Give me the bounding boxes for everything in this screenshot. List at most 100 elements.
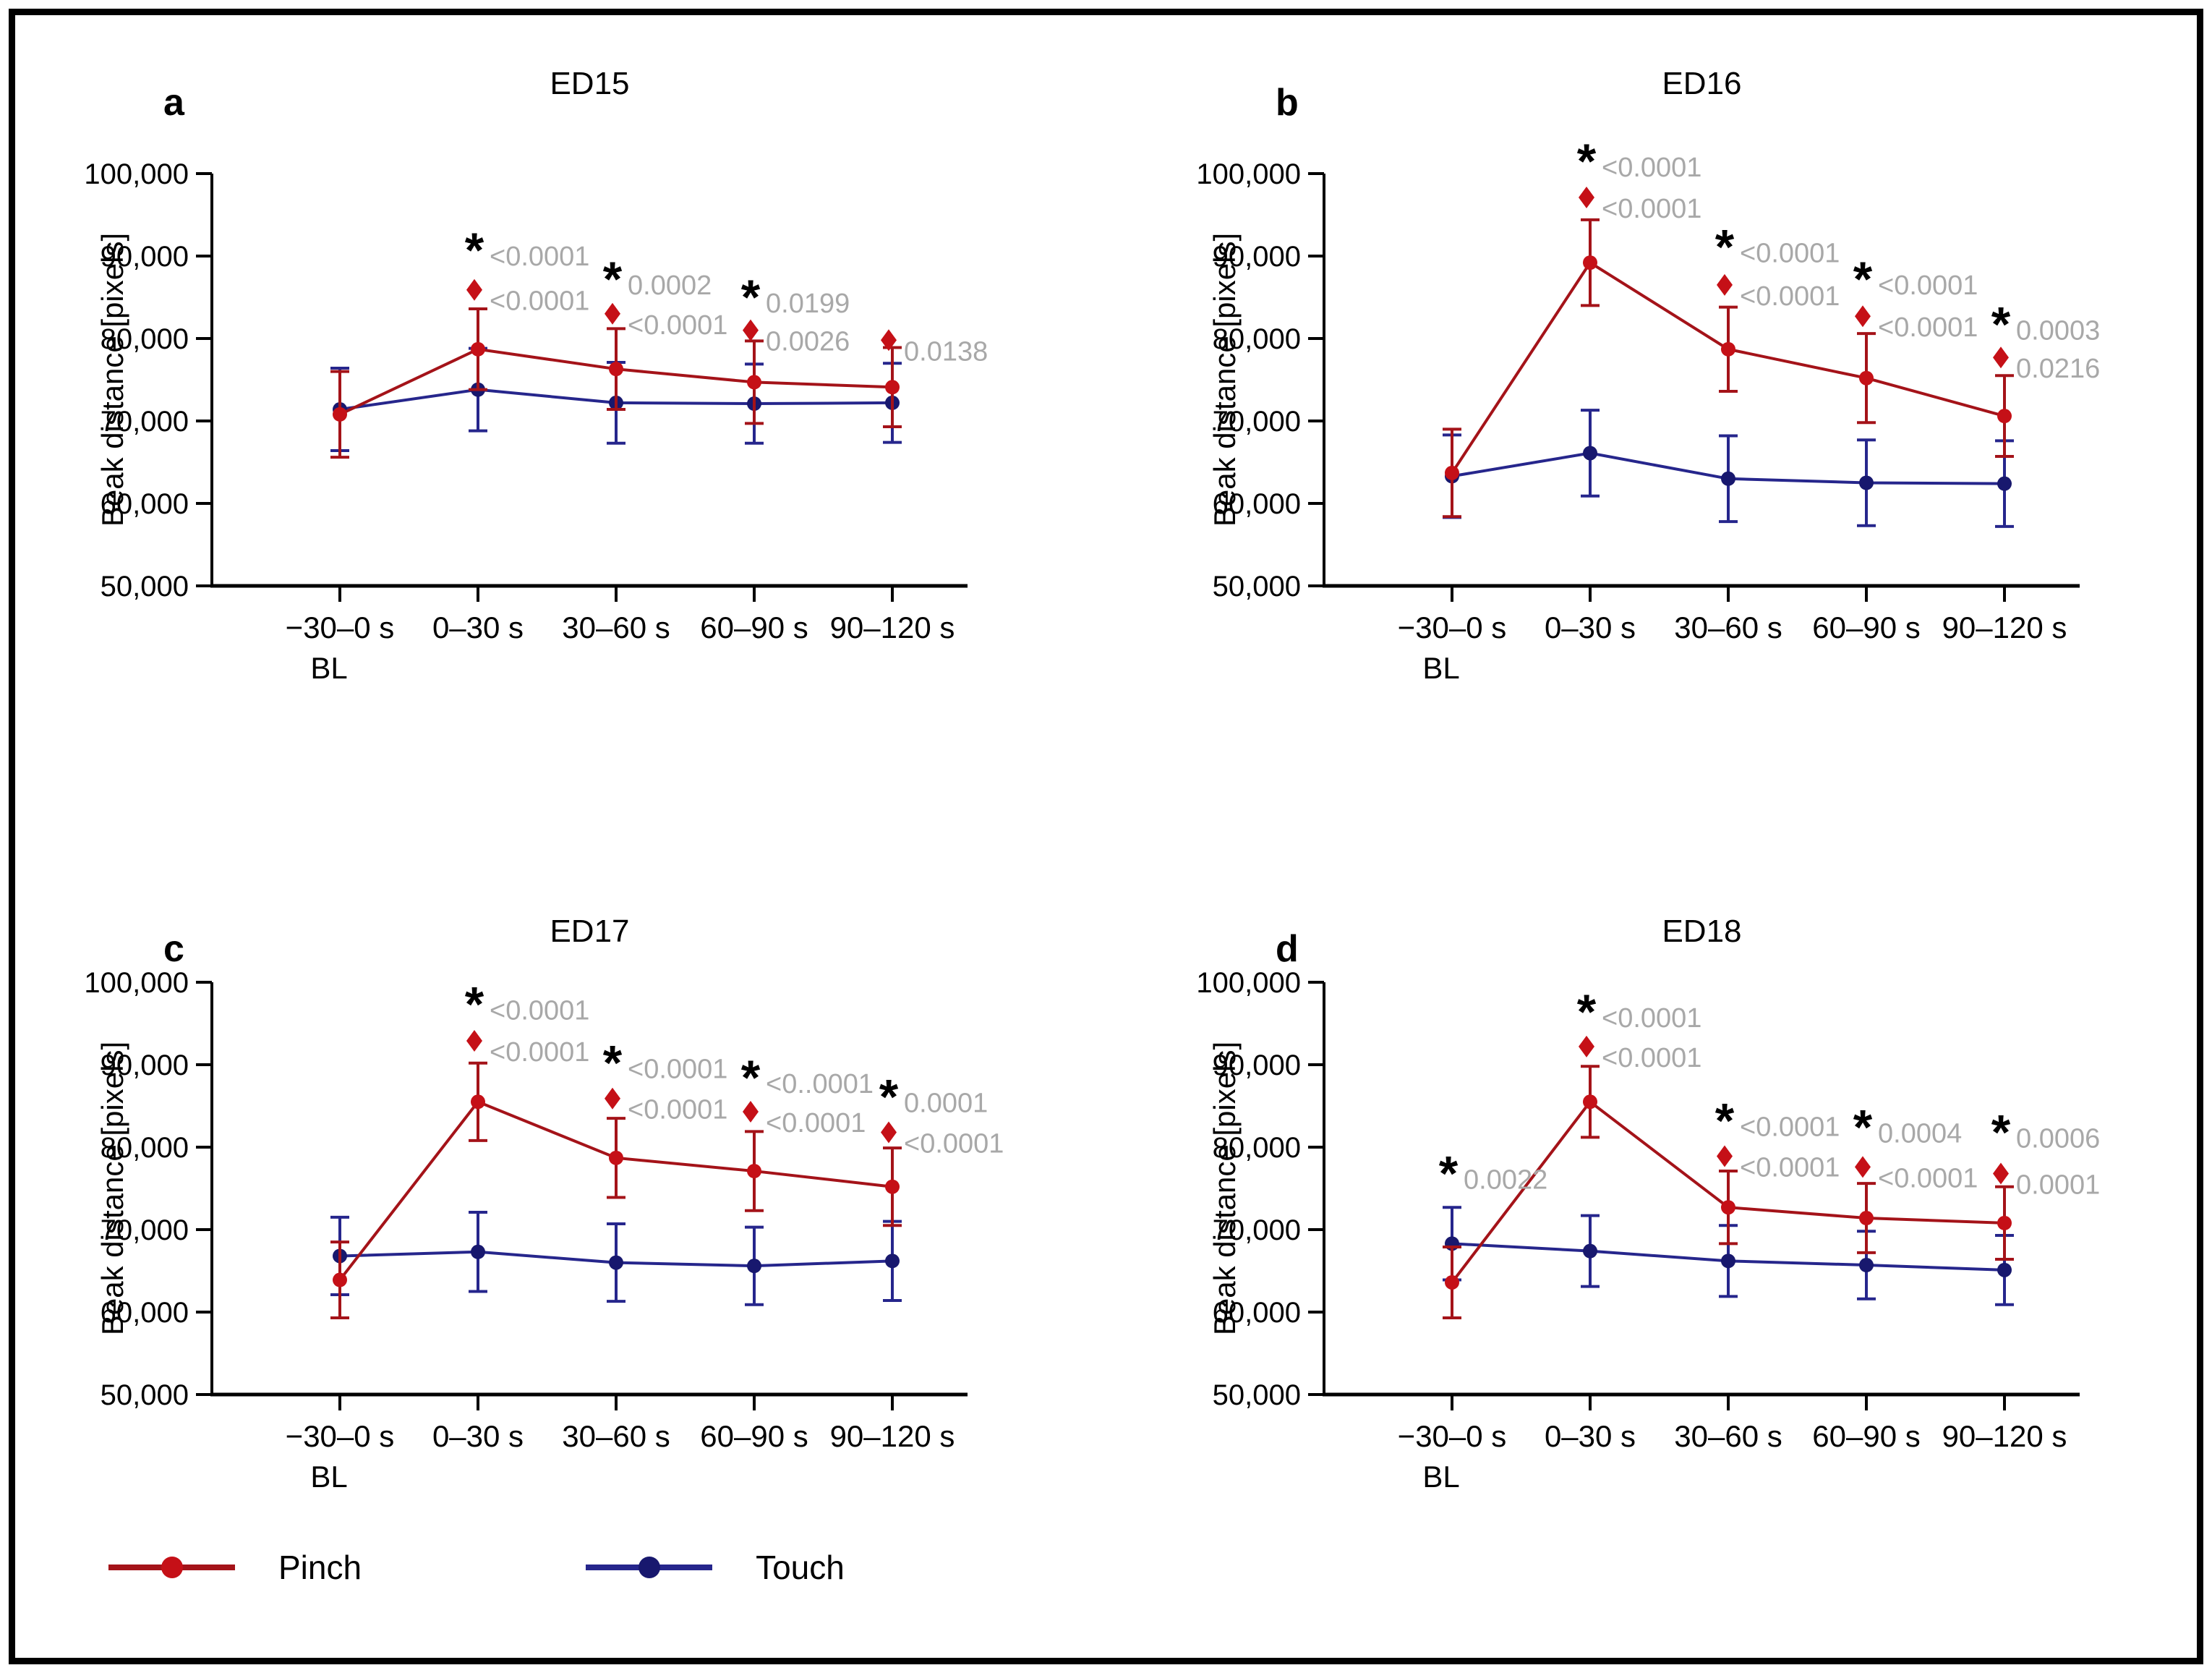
- pinch-line-marker-icon: [108, 1555, 235, 1580]
- svg-text:−30–0 s: −30–0 s: [286, 1419, 395, 1453]
- svg-text:60–90 s: 60–90 s: [700, 1419, 808, 1453]
- svg-text:<0.0001: <0.0001: [628, 1055, 727, 1085]
- svg-text:<0.0001: <0.0001: [1878, 1163, 1978, 1193]
- panel-title-ed16: ED16: [1662, 66, 1742, 101]
- svg-text:90–120 s: 90–120 s: [1942, 1419, 2067, 1453]
- svg-text:BL: BL: [1422, 651, 1459, 685]
- svg-text:0.0004: 0.0004: [1878, 1119, 1962, 1149]
- svg-text:0.0022: 0.0022: [1464, 1165, 1547, 1195]
- svg-text:*: *: [603, 252, 623, 307]
- svg-text:<0.0001: <0.0001: [1602, 194, 1701, 224]
- svg-text:<0.0001: <0.0001: [904, 1128, 1004, 1159]
- svg-text:30–60 s: 30–60 s: [562, 1419, 670, 1453]
- svg-text:70,000: 70,000: [1213, 406, 1301, 438]
- panel-c: c ED17 100,000 90,000 80,000 70,000 60,000 50…: [84, 852, 1098, 1633]
- panel-title-ed18: ED18: [1662, 914, 1742, 949]
- svg-text:30–60 s: 30–60 s: [562, 610, 670, 644]
- svg-text:50,000: 50,000: [1213, 571, 1301, 603]
- panel-letter-d: d: [1276, 928, 1299, 970]
- svg-text:0.0199: 0.0199: [766, 289, 850, 319]
- svg-text:<0.0001: <0.0001: [490, 1037, 589, 1068]
- svg-text:60–90 s: 60–90 s: [700, 610, 808, 644]
- panel-letter-b: b: [1276, 82, 1299, 124]
- svg-text:<0.0001: <0.0001: [1602, 153, 1701, 183]
- panel-letter-a: a: [163, 82, 184, 124]
- svg-text:−30–0 s: −30–0 s: [1398, 610, 1507, 644]
- legend-label-touch: Touch: [756, 1549, 845, 1586]
- panel-b: b ED16 100,000 90,000 80,000 70,000 60,000 50…: [1196, 43, 2210, 825]
- svg-text:30–60 s: 30–60 s: [1674, 610, 1782, 644]
- svg-text:*: *: [1715, 219, 1735, 274]
- svg-text:*: *: [1715, 1093, 1735, 1148]
- panel-a: a ED15 100,000 90,000 80,000 70,000 60,000 50…: [84, 43, 1098, 825]
- svg-text:<0.0001: <0.0001: [628, 1095, 727, 1125]
- plot-ed18: 100,000 90,000 80,000 70,000 60,000 50,000 −30…: [1196, 967, 2100, 1494]
- svg-text:−30–0 s: −30–0 s: [1398, 1419, 1507, 1453]
- svg-text:70,000: 70,000: [101, 406, 189, 438]
- panel-d: d ED18 100,000 90,000 80,000 70,000 60,000 50…: [1196, 852, 2210, 1633]
- legend-item-pinch: Pinch: [108, 1548, 362, 1587]
- svg-text:<0.0001: <0.0001: [1602, 1003, 1701, 1034]
- svg-text:0.0003: 0.0003: [2016, 316, 2100, 346]
- svg-text:*: *: [1577, 984, 1597, 1039]
- panel-letter-c: c: [163, 928, 184, 970]
- svg-text:BL: BL: [1422, 1460, 1459, 1494]
- svg-text:Beak distance [pixels]: Beak distance [pixels]: [95, 1042, 129, 1335]
- svg-text:50,000: 50,000: [101, 571, 189, 603]
- touch-line-marker-icon: [586, 1555, 713, 1580]
- svg-text:70,000: 70,000: [1213, 1214, 1301, 1246]
- svg-text:<0..0001: <0..0001: [766, 1069, 874, 1099]
- svg-text:Beak distance [pixels]: Beak distance [pixels]: [1208, 1042, 1242, 1335]
- svg-text:80,000: 80,000: [1213, 1132, 1301, 1164]
- svg-text:60–90 s: 60–90 s: [1812, 610, 1920, 644]
- svg-text:<0.0001: <0.0001: [766, 1108, 866, 1138]
- svg-text:BL: BL: [310, 651, 347, 685]
- svg-text:60,000: 60,000: [101, 1297, 189, 1329]
- svg-text:0–30 s: 0–30 s: [1545, 1419, 1636, 1453]
- svg-text:0–30 s: 0–30 s: [1545, 610, 1636, 644]
- panel-title-ed17: ED17: [550, 914, 630, 949]
- svg-text:60,000: 60,000: [1213, 1297, 1301, 1329]
- svg-text:*: *: [465, 977, 484, 1032]
- svg-text:<0.0001: <0.0001: [490, 286, 589, 317]
- svg-text:90–120 s: 90–120 s: [830, 610, 955, 644]
- svg-text:*: *: [741, 270, 761, 325]
- svg-text:0.0138: 0.0138: [904, 336, 988, 367]
- plot-ed16: 100,000 90,000 80,000 70,000 60,000 50,000 −30…: [1196, 134, 2100, 685]
- figure-border: [9, 9, 2203, 1664]
- svg-text:*: *: [1853, 252, 1873, 307]
- svg-text:*: *: [1577, 134, 1597, 189]
- svg-text:100,000: 100,000: [84, 967, 189, 999]
- svg-text:80,000: 80,000: [1213, 323, 1301, 355]
- svg-text:80,000: 80,000: [101, 1132, 189, 1164]
- svg-text:0.0001: 0.0001: [2016, 1170, 2100, 1200]
- svg-text:<0.0001: <0.0001: [490, 996, 589, 1026]
- svg-text:*: *: [741, 1050, 761, 1105]
- svg-text:<0.0001: <0.0001: [1878, 312, 1978, 343]
- svg-text:0.0216: 0.0216: [2016, 354, 2100, 384]
- svg-text:0.0026: 0.0026: [766, 327, 850, 357]
- svg-text:−30–0 s: −30–0 s: [286, 610, 395, 644]
- plot-ed15: 100,000 90,000 80,000 70,000 60,000 50,000 −30…: [84, 158, 988, 685]
- svg-text:90,000: 90,000: [1213, 241, 1301, 273]
- svg-text:90,000: 90,000: [1213, 1050, 1301, 1081]
- svg-text:100,000: 100,000: [1196, 158, 1301, 190]
- svg-text:<0.0001: <0.0001: [1740, 1112, 1840, 1142]
- plot-ed17: 100,000 90,000 80,000 70,000 60,000 50,000 −30…: [84, 967, 1004, 1494]
- svg-text:0.0002: 0.0002: [628, 271, 712, 301]
- svg-text:0–30 s: 0–30 s: [432, 610, 524, 644]
- svg-text:60,000: 60,000: [101, 488, 189, 520]
- svg-text:<0.0001: <0.0001: [1740, 281, 1840, 312]
- svg-text:BL: BL: [310, 1460, 347, 1494]
- svg-text:<0.0001: <0.0001: [1602, 1043, 1701, 1073]
- svg-text:80,000: 80,000: [101, 323, 189, 355]
- svg-text:<0.0001: <0.0001: [1878, 271, 1978, 301]
- svg-text:0.0001: 0.0001: [904, 1088, 988, 1118]
- svg-text:60–90 s: 60–90 s: [1812, 1419, 1920, 1453]
- svg-text:100,000: 100,000: [84, 158, 189, 190]
- svg-text:<0.0001: <0.0001: [628, 310, 727, 341]
- svg-text:50,000: 50,000: [1213, 1379, 1301, 1411]
- legend-item-touch: Touch: [586, 1548, 845, 1587]
- svg-text:90,000: 90,000: [101, 241, 189, 273]
